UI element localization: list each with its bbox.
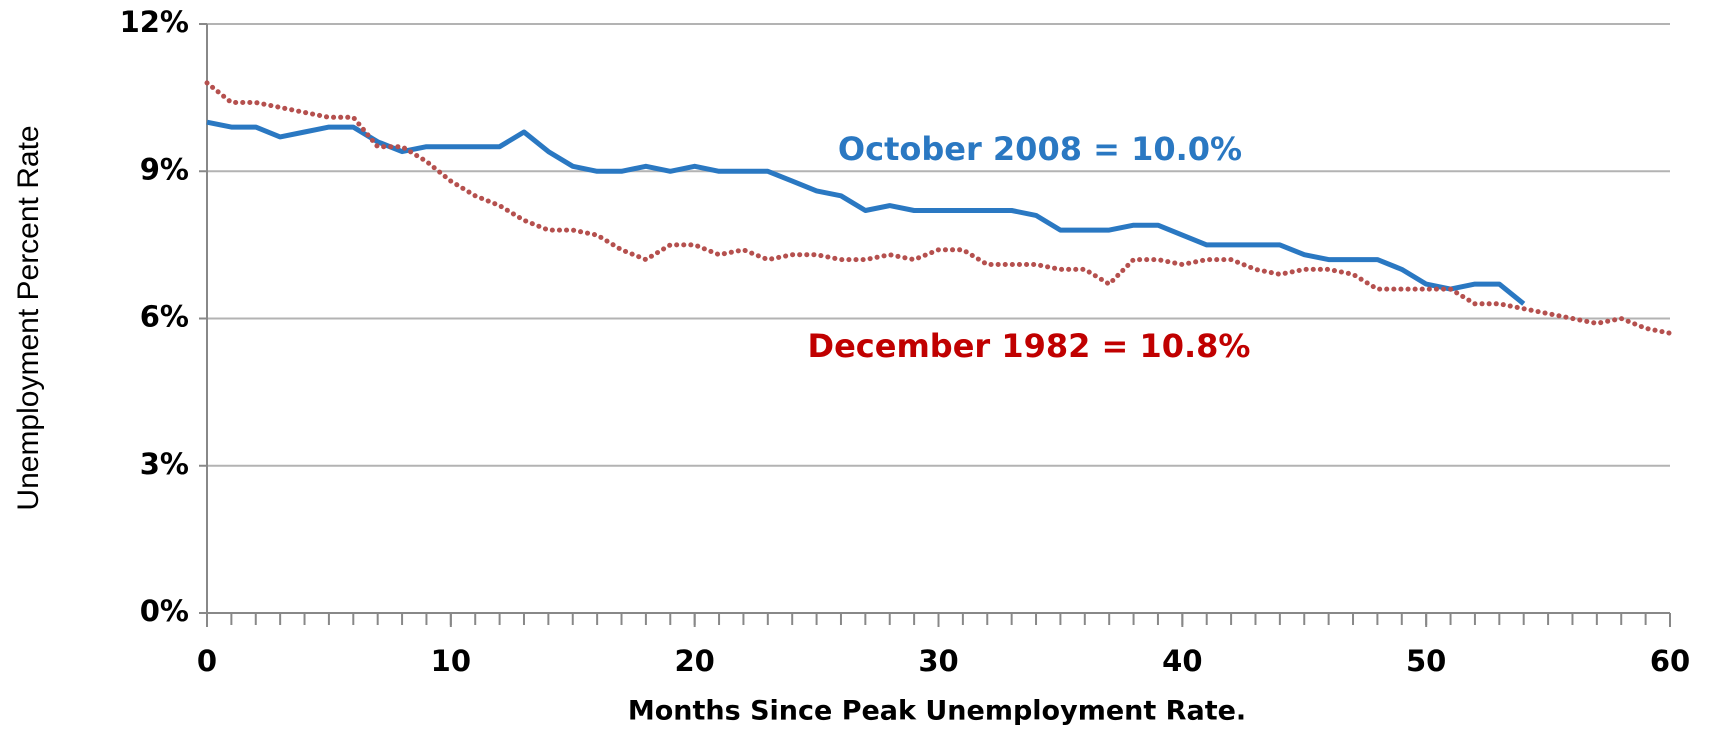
annotation: October 2008 = 10.0% — [838, 130, 1242, 168]
x-tick-label: 10 — [431, 644, 471, 678]
x-tick-label: 30 — [918, 644, 958, 678]
x-tick-label: 60 — [1650, 644, 1690, 678]
y-tick-label: 9% — [140, 152, 189, 186]
y-tick-label: 12% — [120, 5, 189, 39]
series-line — [204, 80, 1673, 336]
annotation: December 1982 = 10.8% — [808, 327, 1251, 365]
y-tick-label: 0% — [140, 594, 189, 628]
y-tick-label: 6% — [140, 300, 189, 334]
y-axis-label: Unemployment Percent Rate — [12, 125, 45, 510]
x-axis-label: Months Since Peak Unemployment Rate. — [628, 696, 1246, 727]
y-tick-label: 3% — [140, 447, 189, 481]
series-line — [206, 119, 1526, 306]
x-tick-label: 20 — [674, 644, 714, 678]
x-tick-label: 40 — [1162, 644, 1202, 678]
x-tick-label: 0 — [197, 644, 217, 678]
x-tick-label: 50 — [1406, 644, 1446, 678]
